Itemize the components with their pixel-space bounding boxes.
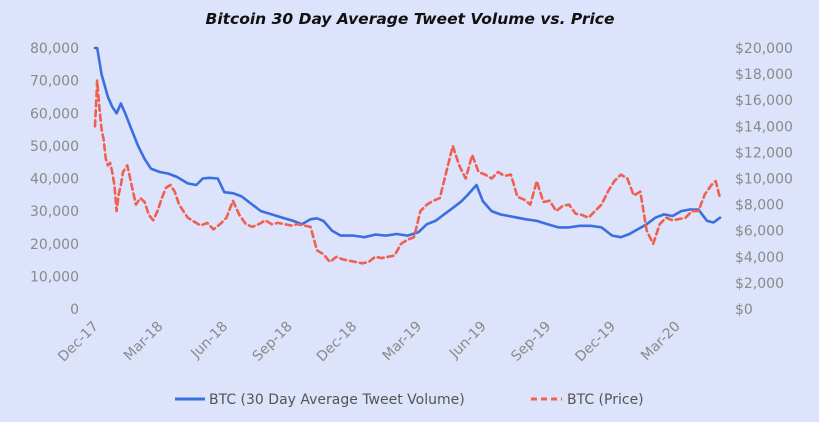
right-tick-label: $20,000	[735, 41, 793, 57]
right-tick-label: $8,000	[735, 198, 784, 214]
x-axis: Dec-17 Mar-18 Jun-18 Sep-18 Dec-18 Mar-19 Jun-…	[55, 319, 684, 366]
legend: BTC (30 Day Average Tweet Volume) BTC (P…	[175, 392, 644, 408]
left-axis: 0 10,000 20,000 30,000 40,000 50,000 60,000 70,…	[30, 41, 79, 318]
legend-label-tweet-volume: BTC (30 Day Average Tweet Volume)	[209, 392, 465, 408]
x-tick-label: Dec-17	[55, 319, 102, 366]
x-tick-label: Dec-19	[572, 319, 619, 366]
right-tick-label: $10,000	[735, 172, 793, 188]
left-tick-label: 0	[70, 302, 79, 318]
left-tick-label: 20,000	[30, 237, 79, 253]
right-tick-label: $18,000	[735, 67, 793, 83]
series-line-tweet-volume	[93, 46, 722, 239]
legend-label-price: BTC (Price)	[567, 392, 644, 408]
x-tick-label: Mar-18	[121, 319, 167, 365]
right-tick-label: $0	[735, 302, 753, 318]
left-tick-label: 40,000	[30, 172, 79, 188]
left-tick-label: 60,000	[30, 106, 79, 122]
right-tick-label: $6,000	[735, 224, 784, 240]
right-axis: $0 $2,000 $4,000 $6,000 $8,000 $10,000 $12,000…	[735, 41, 793, 318]
series-line-price	[93, 79, 722, 265]
x-tick-label: Jun-19	[446, 319, 490, 363]
x-tick-label: Dec-18	[314, 319, 361, 366]
left-tick-label: 30,000	[30, 204, 79, 220]
x-tick-label: Mar-19	[380, 319, 426, 365]
left-tick-label: 10,000	[30, 269, 79, 285]
x-tick-label: Jun-18	[187, 319, 231, 363]
left-tick-label: 70,000	[30, 74, 79, 90]
x-tick-label: Mar-20	[638, 319, 684, 365]
chart-title: Bitcoin 30 Day Average Tweet Volume vs. …	[206, 10, 615, 28]
left-tick-label: 50,000	[30, 139, 79, 155]
right-tick-label: $4,000	[735, 250, 784, 266]
x-tick-label: Sep-19	[508, 319, 554, 365]
right-tick-label: $14,000	[735, 119, 793, 135]
x-tick-label: Sep-18	[250, 319, 296, 365]
left-tick-label: 80,000	[30, 41, 79, 57]
right-tick-label: $12,000	[735, 145, 793, 161]
right-tick-label: $16,000	[735, 93, 793, 109]
series-layer	[93, 46, 722, 265]
right-tick-label: $2,000	[735, 276, 784, 292]
